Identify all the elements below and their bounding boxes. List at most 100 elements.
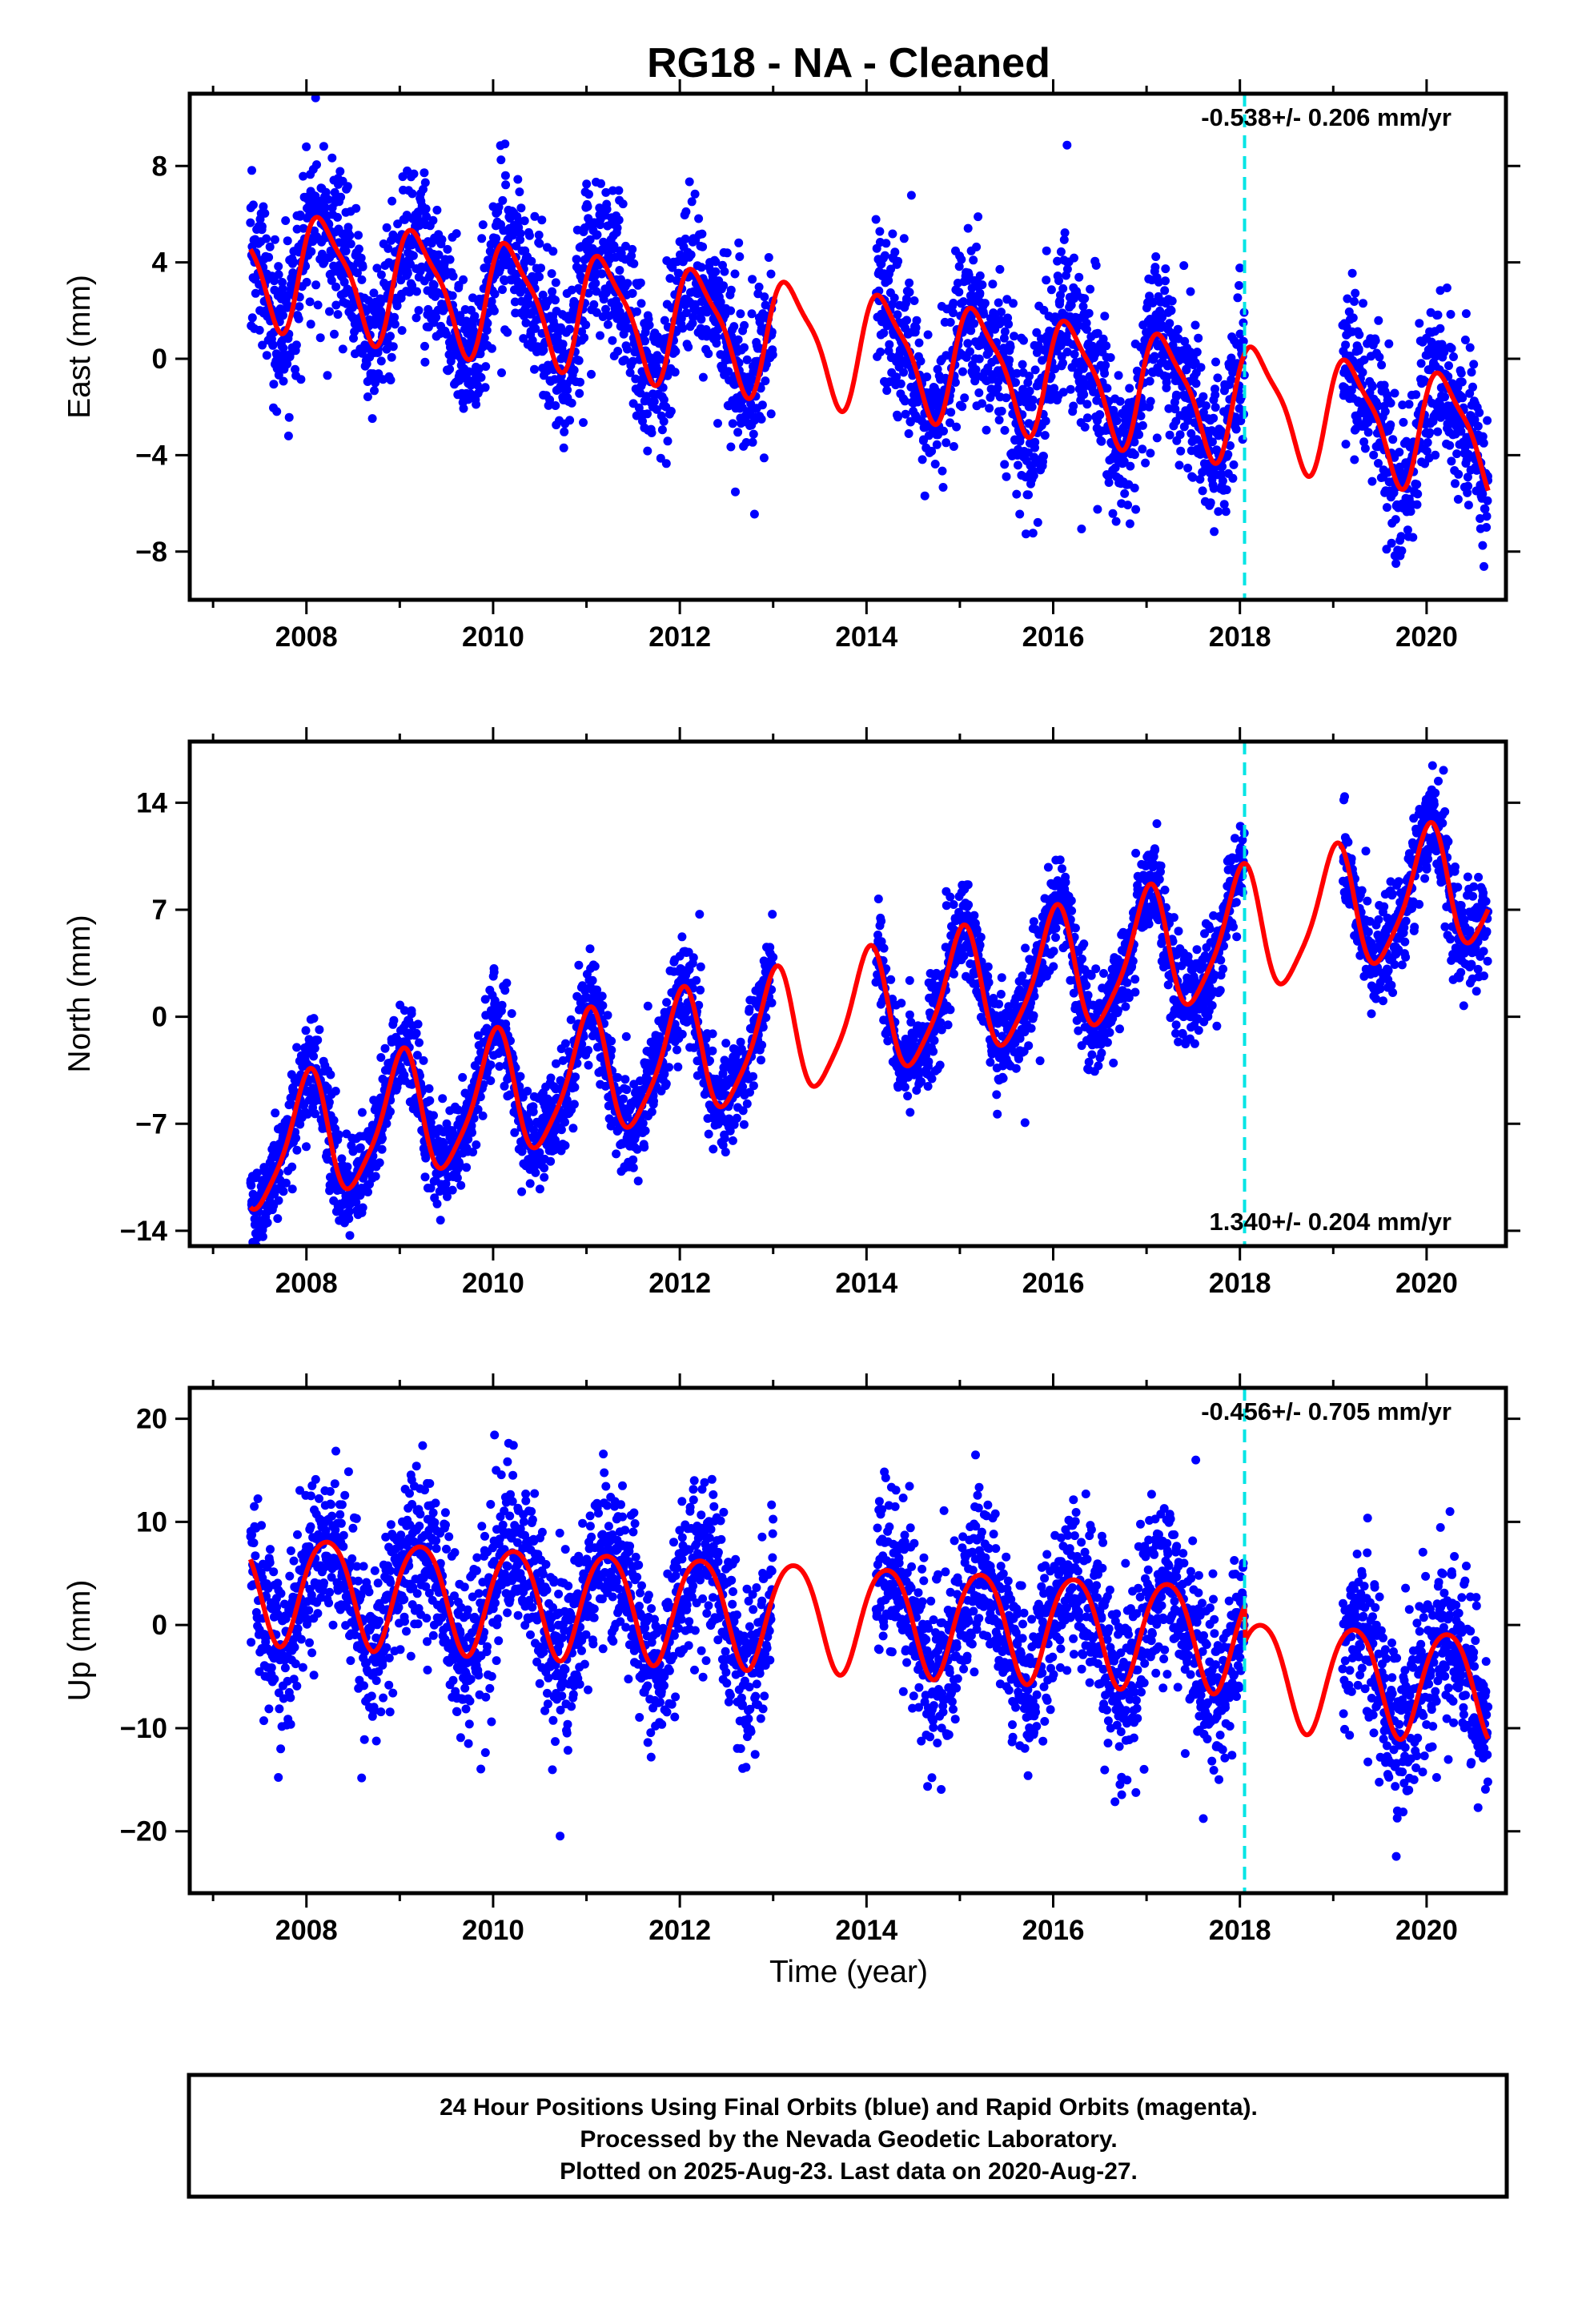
data-point bbox=[273, 1214, 283, 1224]
data-point bbox=[671, 347, 681, 356]
data-point bbox=[736, 309, 745, 319]
data-point bbox=[681, 308, 691, 318]
data-point bbox=[757, 400, 767, 410]
data-point bbox=[1174, 460, 1184, 470]
data-point bbox=[1002, 393, 1011, 403]
data-point bbox=[265, 242, 275, 251]
data-point bbox=[1435, 286, 1445, 296]
data-point bbox=[673, 1045, 681, 1055]
data-point bbox=[536, 263, 545, 273]
data-point bbox=[567, 398, 576, 408]
data-point bbox=[476, 372, 486, 382]
data-point bbox=[574, 356, 584, 365]
data-point bbox=[980, 299, 990, 308]
figure-title: RG18 - NA - Cleaned bbox=[647, 40, 1050, 86]
data-point bbox=[428, 215, 438, 225]
data-point bbox=[1108, 509, 1118, 518]
data-point bbox=[324, 1097, 334, 1107]
data-point bbox=[620, 356, 629, 364]
data-point bbox=[516, 235, 525, 244]
data-point bbox=[551, 296, 560, 305]
data-point bbox=[678, 324, 688, 333]
y-tick-label: 4 bbox=[152, 247, 168, 279]
data-point bbox=[274, 370, 283, 380]
data-point bbox=[1098, 334, 1108, 344]
data-point bbox=[640, 1143, 649, 1152]
data-point bbox=[1386, 398, 1395, 408]
data-point bbox=[278, 284, 287, 293]
data-point bbox=[634, 403, 644, 412]
data-point bbox=[601, 304, 610, 314]
data-point bbox=[382, 344, 391, 354]
data-point bbox=[1165, 430, 1174, 440]
data-point bbox=[523, 1087, 532, 1096]
data-point bbox=[1191, 320, 1200, 330]
data-point bbox=[1397, 546, 1407, 556]
data-point bbox=[259, 202, 268, 211]
data-point bbox=[620, 1075, 630, 1084]
data-point bbox=[719, 281, 729, 291]
data-point bbox=[345, 1231, 355, 1240]
data-point bbox=[1110, 463, 1120, 472]
data-point bbox=[448, 1185, 457, 1195]
data-point bbox=[1130, 437, 1139, 447]
data-point bbox=[422, 211, 432, 221]
data-point bbox=[358, 1203, 367, 1212]
data-point bbox=[271, 1108, 280, 1118]
data-point bbox=[1211, 403, 1220, 412]
data-point bbox=[632, 411, 641, 420]
data-point bbox=[1206, 498, 1215, 508]
data-point bbox=[478, 1111, 488, 1120]
data-point bbox=[343, 223, 353, 232]
data-point bbox=[432, 205, 442, 215]
x-tick-label: 2008 bbox=[275, 621, 338, 653]
data-point bbox=[369, 288, 379, 298]
data-point bbox=[1062, 348, 1072, 356]
data-point bbox=[916, 356, 926, 366]
data-point bbox=[643, 446, 652, 456]
data-point bbox=[413, 1019, 423, 1029]
data-point bbox=[580, 333, 589, 343]
data-point bbox=[1395, 448, 1404, 457]
data-point bbox=[729, 322, 739, 332]
data-point bbox=[287, 1184, 297, 1194]
data-point bbox=[516, 203, 526, 213]
data-point bbox=[274, 262, 283, 271]
data-point bbox=[1444, 361, 1453, 371]
data-point bbox=[1390, 388, 1399, 398]
data-point bbox=[1476, 514, 1485, 523]
data-point bbox=[1347, 268, 1357, 278]
data-point bbox=[486, 1060, 496, 1070]
data-point bbox=[279, 311, 287, 320]
data-point bbox=[306, 320, 315, 329]
data-point bbox=[408, 251, 418, 260]
data-point bbox=[352, 268, 362, 278]
data-point bbox=[618, 199, 628, 209]
data-point bbox=[558, 340, 568, 349]
data-point bbox=[309, 1051, 319, 1061]
data-point bbox=[1398, 400, 1407, 410]
data-point bbox=[881, 239, 891, 248]
data-point bbox=[278, 278, 287, 287]
data-point bbox=[906, 191, 916, 200]
data-point bbox=[390, 312, 400, 322]
data-point bbox=[1086, 284, 1095, 294]
data-point bbox=[459, 275, 468, 284]
data-point bbox=[619, 1094, 628, 1104]
data-point bbox=[963, 339, 973, 348]
data-point bbox=[636, 278, 645, 287]
data-point bbox=[612, 223, 622, 233]
data-point bbox=[263, 1218, 272, 1228]
data-point bbox=[747, 309, 757, 319]
data-point bbox=[649, 397, 659, 406]
data-point bbox=[294, 314, 303, 324]
data-point bbox=[721, 1148, 730, 1157]
data-point bbox=[1039, 452, 1048, 461]
data-point bbox=[649, 1096, 658, 1106]
data-point bbox=[632, 307, 641, 316]
data-point bbox=[420, 341, 429, 351]
data-point bbox=[643, 1001, 652, 1011]
data-point bbox=[323, 371, 332, 380]
data-point bbox=[501, 180, 511, 190]
data-point bbox=[1239, 336, 1248, 346]
